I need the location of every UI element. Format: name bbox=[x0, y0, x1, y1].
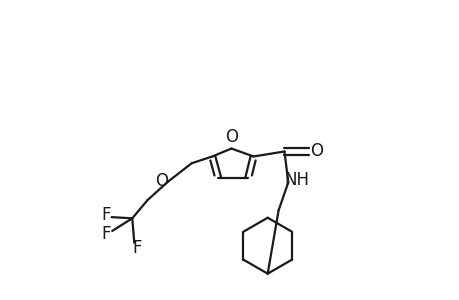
Text: O: O bbox=[224, 128, 237, 146]
Text: O: O bbox=[309, 142, 322, 160]
Text: NH: NH bbox=[284, 171, 309, 189]
Text: F: F bbox=[132, 239, 142, 257]
Text: F: F bbox=[101, 206, 111, 224]
Text: F: F bbox=[101, 225, 111, 243]
Text: O: O bbox=[155, 172, 168, 190]
